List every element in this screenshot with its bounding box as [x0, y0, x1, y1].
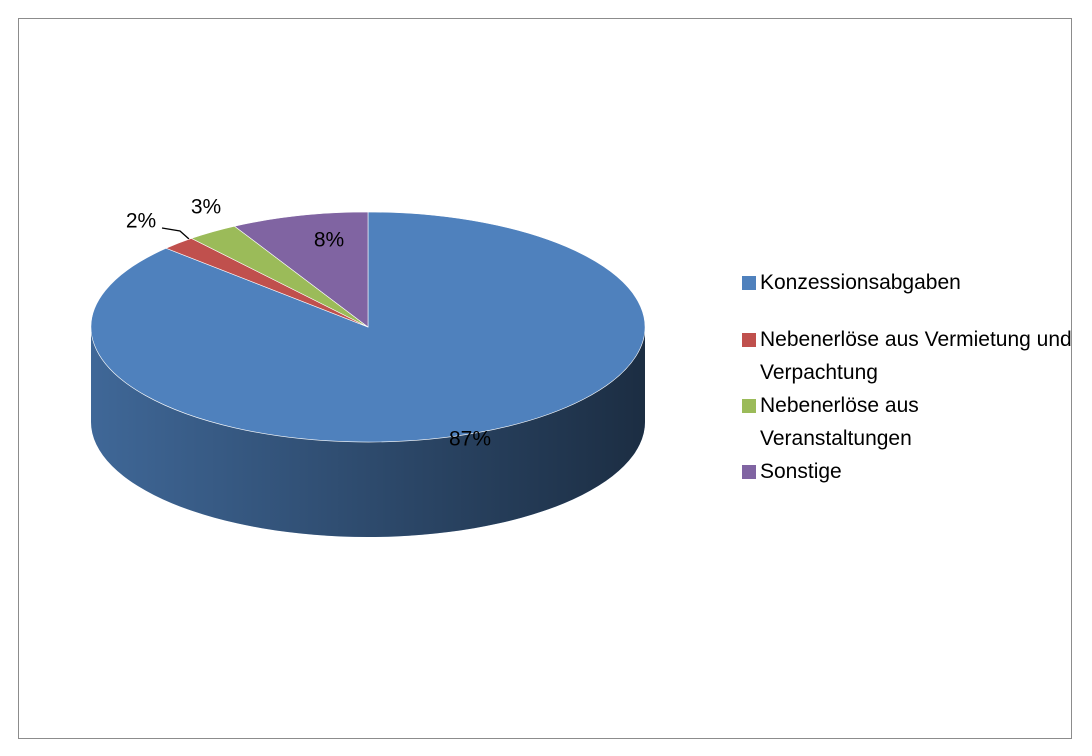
legend-entry: Nebenerlöse aus Veranstaltungen — [740, 389, 1072, 455]
legend-entry: Sonstige — [740, 455, 1072, 488]
legend-swatch — [742, 276, 756, 290]
legend-swatch — [742, 333, 756, 347]
legend-swatch — [742, 399, 756, 413]
slice-side-shade — [91, 327, 645, 537]
legend-label: Nebenerlöse aus Veranstaltungen — [760, 394, 919, 450]
legend-swatch — [742, 465, 756, 479]
chart-frame — [18, 18, 1072, 739]
legend: Konzessionsabgaben Nebenerlöse aus Vermie… — [740, 266, 1080, 488]
legend-label: Konzessionsabgaben — [760, 271, 961, 294]
legend-label: Nebenerlöse aus Vermietung und Verpachtu… — [760, 328, 1072, 384]
data-label: 2% — [126, 210, 156, 233]
leader-line — [161, 227, 190, 240]
data-label: 87% — [449, 428, 491, 451]
legend-entry: Nebenerlöse aus Vermietung und Verpachtu… — [740, 323, 1072, 389]
data-label: 8% — [314, 229, 344, 252]
legend-label: Sonstige — [760, 460, 842, 483]
slice — [233, 211, 369, 328]
data-label: 3% — [191, 196, 221, 219]
legend-entry: Konzessionsabgaben — [740, 266, 1072, 299]
